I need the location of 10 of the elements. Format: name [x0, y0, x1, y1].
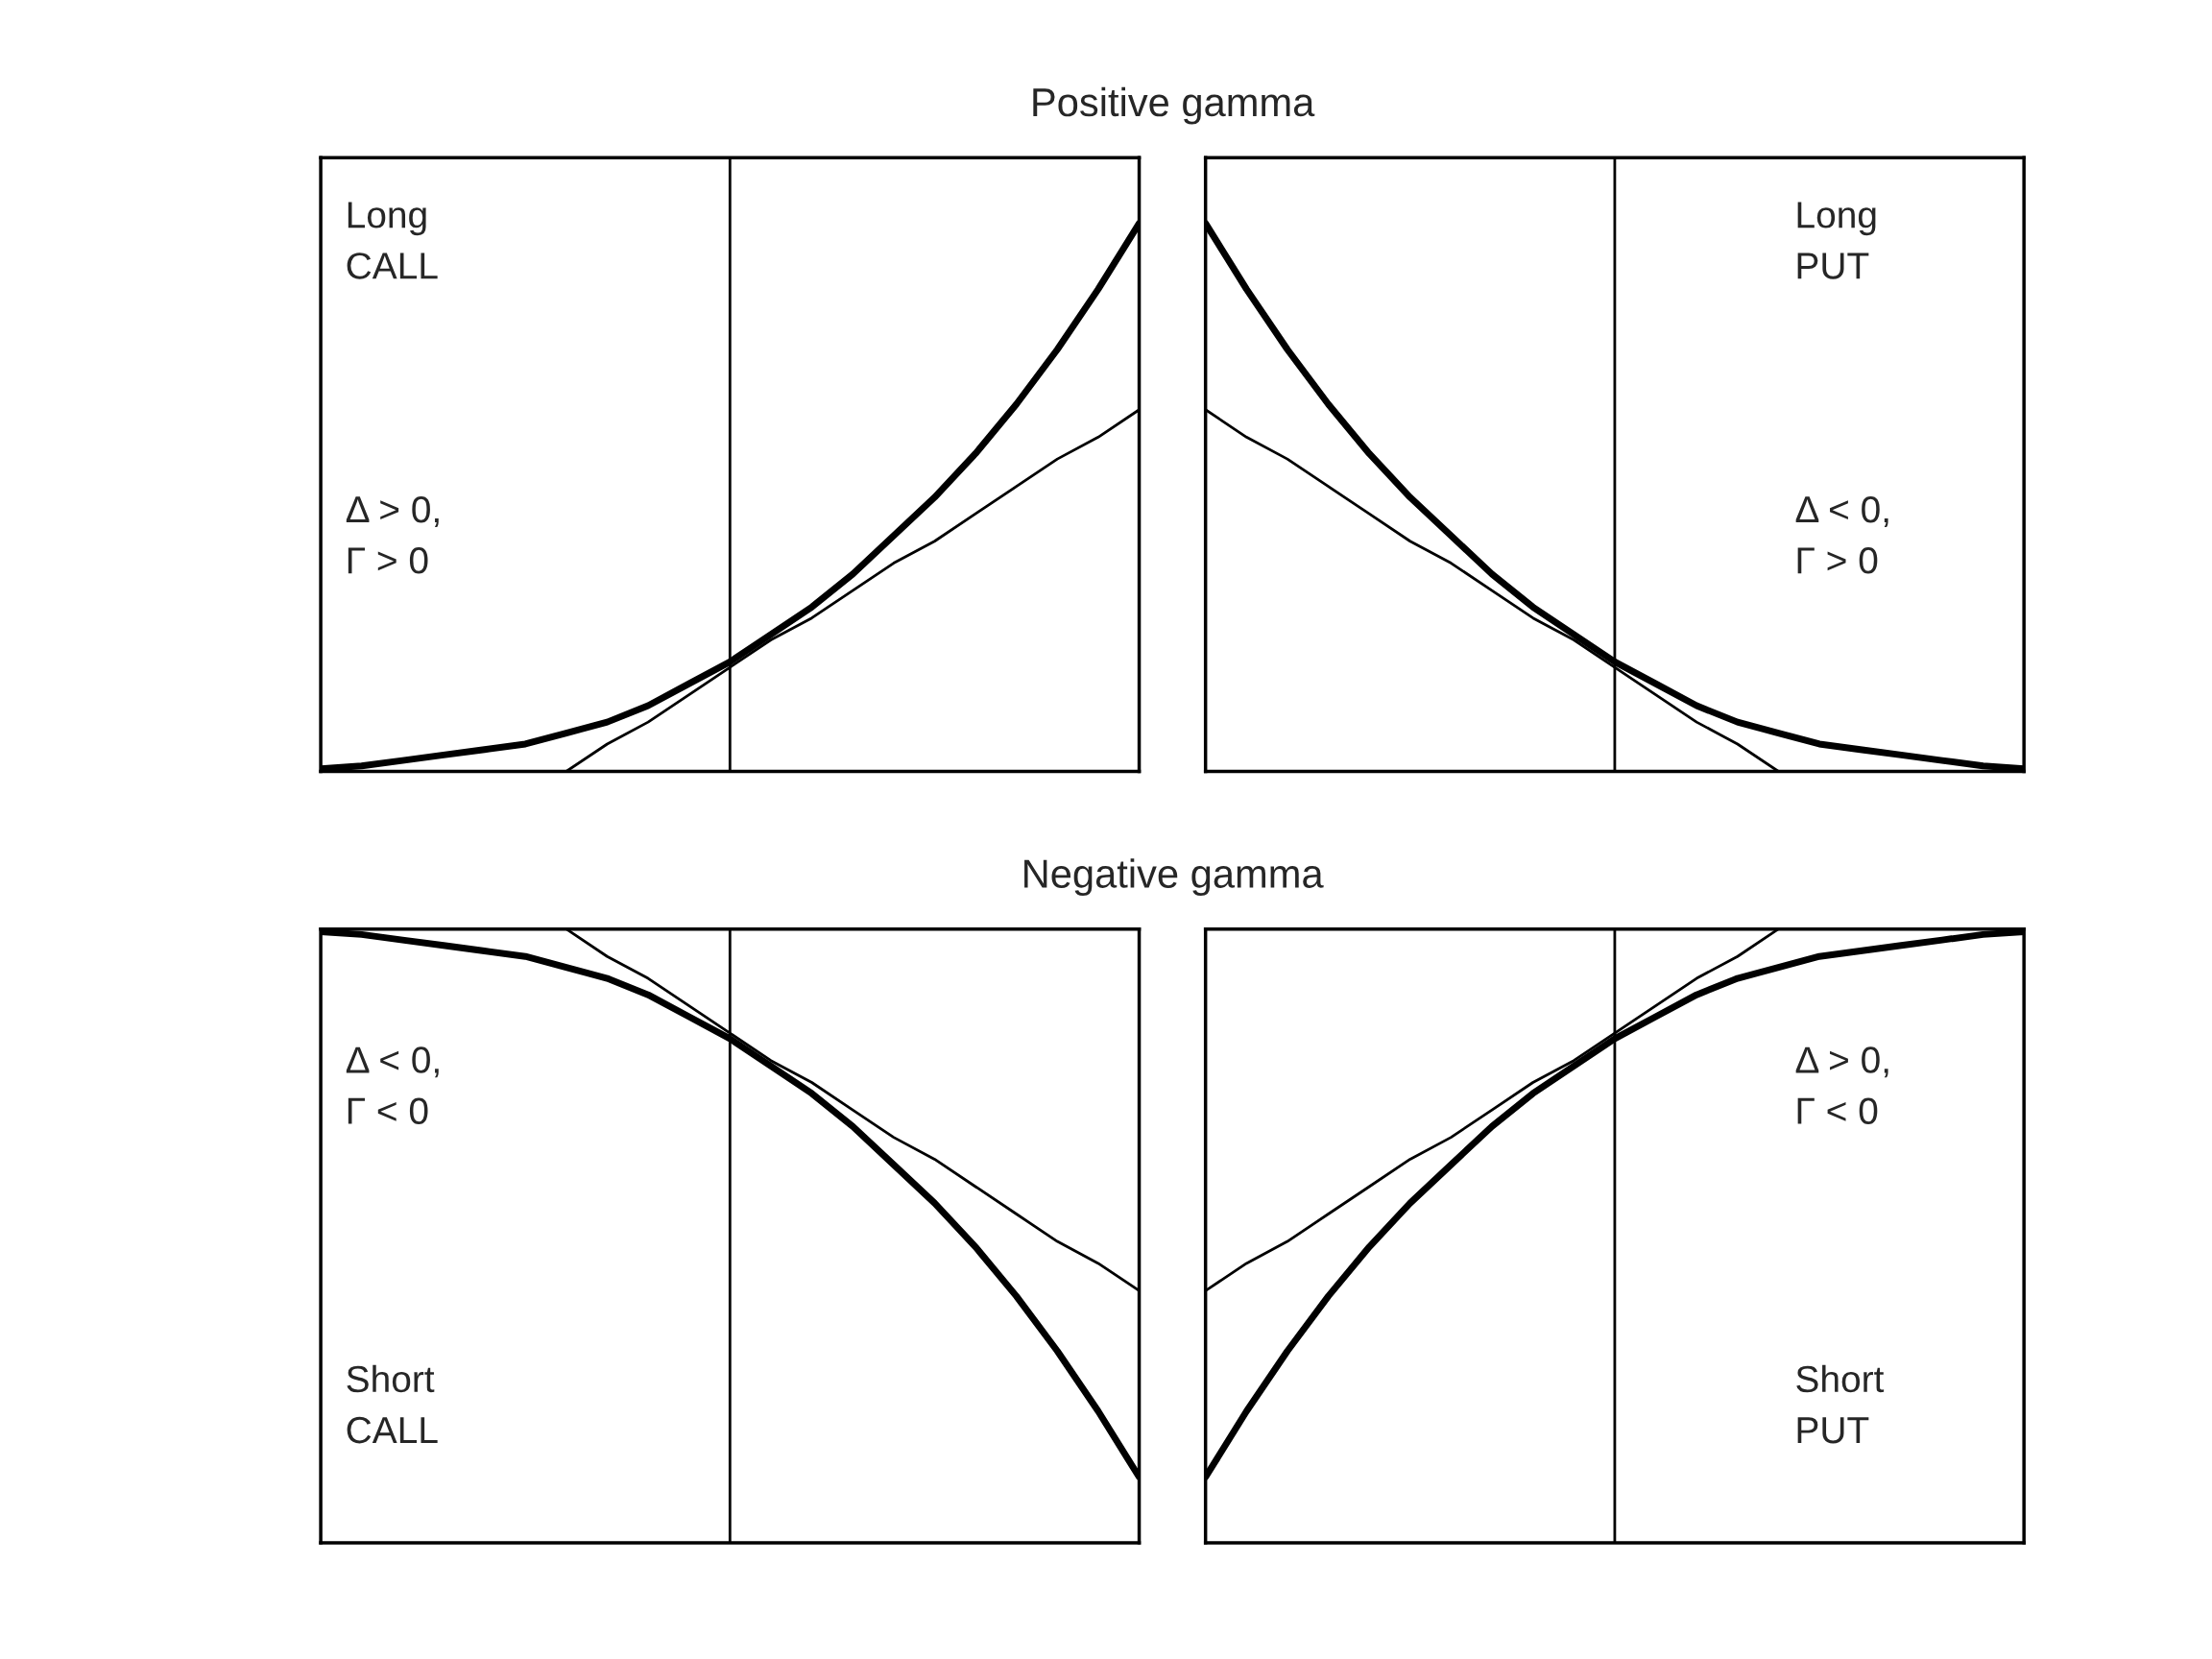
- chart-title: Negative gamma: [1024, 858, 1324, 897]
- annotation: Short PUT: [1796, 1364, 1885, 1444]
- annotation: Δ > 0, Γ > 0: [346, 495, 439, 574]
- annotation: Δ < 0, Γ < 0: [346, 1046, 439, 1124]
- annotation: Long PUT: [1797, 202, 1876, 279]
- annotation: Short CALL: [347, 1364, 438, 1444]
- annotation: Long CALL: [347, 202, 438, 279]
- annotation: Δ < 0, Γ > 0: [1795, 495, 1888, 574]
- annotation: Δ > 0, Γ < 0: [1795, 1046, 1888, 1124]
- chart-title: Positive gamma: [1033, 86, 1315, 125]
